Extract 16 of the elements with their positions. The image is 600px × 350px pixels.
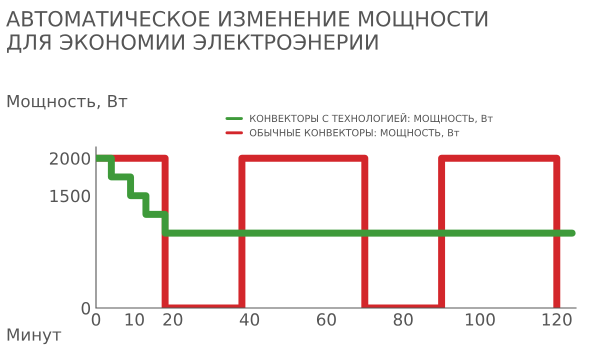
x-tick-label: 10 (126, 313, 144, 326)
y-axis-title: Мощность, Вт (8, 95, 128, 110)
x-tick-label: 20 (163, 313, 182, 326)
x-tick-label: 40 (240, 313, 260, 326)
y-tick-label: 1500 (50, 190, 90, 202)
y-tick-label: 2000 (50, 152, 90, 165)
x-tick-label: 80 (394, 313, 413, 326)
x-tick-label: 0 (92, 313, 100, 326)
x-tick-label: 120 (542, 313, 572, 326)
y-tick-label: 0 (82, 302, 90, 315)
x-axis-title: Минут (8, 328, 62, 344)
legend-label: ОБЫЧНЫЕ КОНВЕКТОРЫ: МОЩНОСТЬ, Вт (250, 129, 460, 138)
x-tick-label: 60 (316, 313, 336, 326)
x-tick-label: 100 (466, 313, 495, 326)
legend-label: КОНВЕКТОРЫ С ТЕХНОЛОГИЕЙ: МОЩНОСТЬ, Вт (250, 112, 493, 124)
chart-title: АВТОМАТИЧЕСКОЕ ИЗМЕНЕНИЕ МОЩНОСТИ ДЛЯ ЭКОНОМИИ ЭЛЕКТРОЭНЕРИИ (6, 10, 488, 53)
